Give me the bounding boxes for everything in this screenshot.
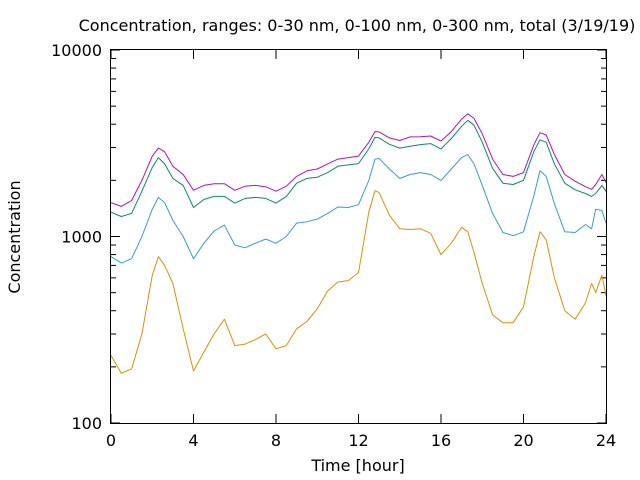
- x-tick-label: 16: [431, 431, 451, 450]
- series-line-4: [110, 190, 607, 374]
- x-tick-label: 12: [348, 431, 368, 450]
- series-line-2: [110, 119, 607, 217]
- x-axis-label: Time [hour]: [310, 456, 404, 475]
- y-axis-label: Concentration: [5, 180, 24, 293]
- plot-frame: [110, 49, 607, 424]
- x-tick-label: 0: [106, 431, 116, 450]
- y-axis-ticks: 100 1000 10000: [51, 41, 606, 433]
- y-tick-label: 100: [71, 414, 102, 433]
- series-line-3: [110, 154, 607, 264]
- chart-title: Concentration, ranges: 0-30 nm, 0-100 nm…: [79, 16, 636, 35]
- x-axis-ticks: 0 4 8 12 16 20 24: [106, 50, 616, 450]
- x-tick-label: 8: [271, 431, 281, 450]
- data-series: [110, 113, 607, 374]
- y-tick-label: 1000: [61, 228, 102, 247]
- series-line-1: [110, 113, 607, 207]
- x-tick-label: 4: [188, 431, 198, 450]
- x-tick-label: 20: [513, 431, 533, 450]
- y-tick-label: 10000: [51, 41, 102, 60]
- x-tick-label: 24: [596, 431, 616, 450]
